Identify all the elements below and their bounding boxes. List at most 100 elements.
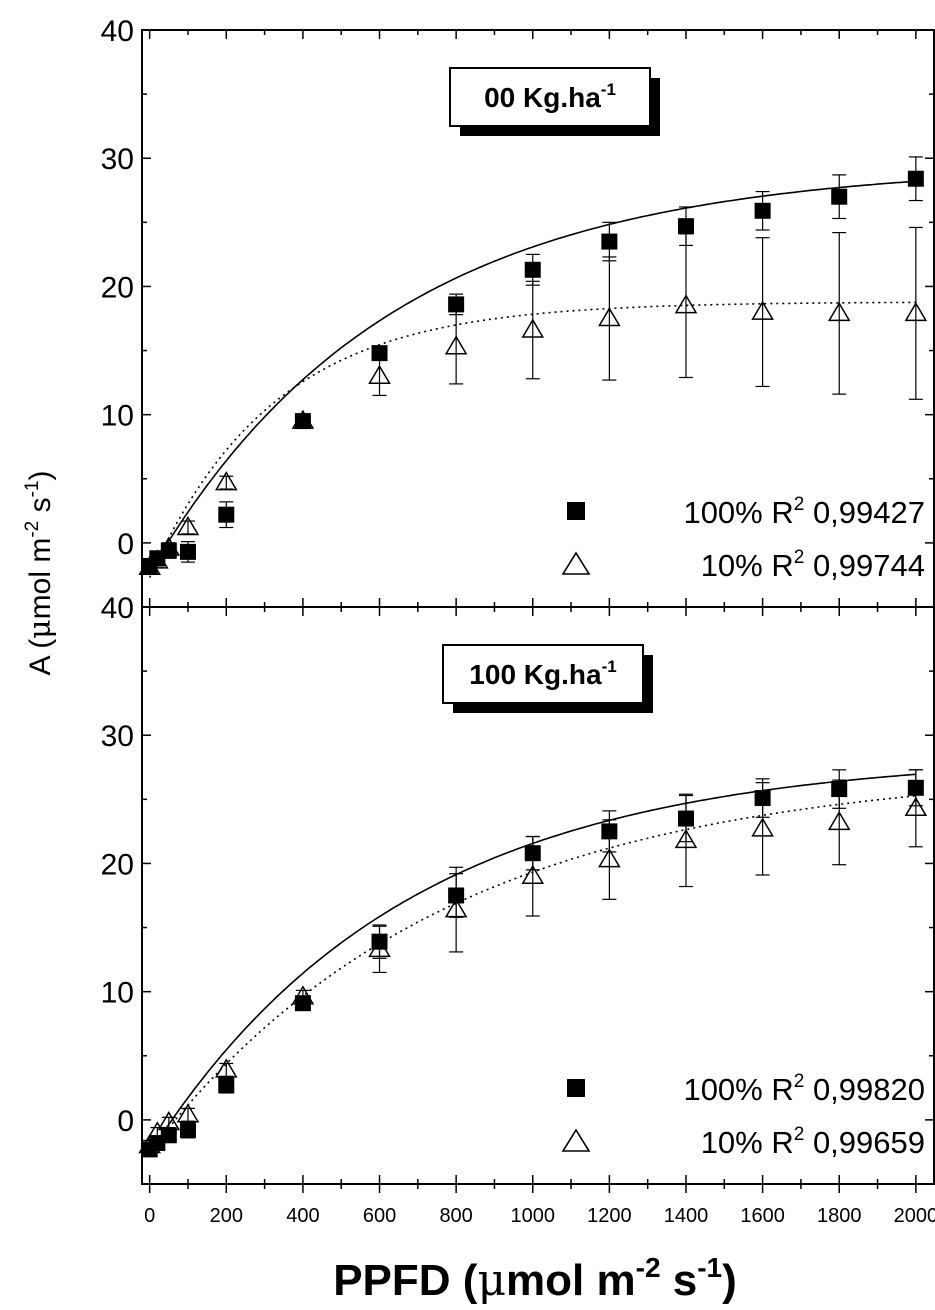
data-point (674, 294, 698, 314)
y-tick-label: 20 (101, 848, 134, 881)
series-shade (138, 769, 928, 1154)
legend-entry: 100% R2 0,99427 (683, 494, 925, 530)
y-tick-label: 0 (117, 528, 134, 561)
y-axis-label-prefix: A ( (24, 639, 57, 676)
fit-curve-full-light (149, 773, 916, 1154)
panel-label-box (449, 67, 651, 127)
legend-r2-value: 0,99427 (804, 495, 925, 530)
y-tick-label: 30 (101, 720, 134, 753)
data-point (601, 233, 618, 250)
data-point (176, 516, 200, 536)
panel-label-text: 00 Kg.ha (484, 82, 601, 113)
data-point (157, 536, 181, 556)
legend-r2-label: R (771, 1072, 793, 1107)
data-point (831, 188, 848, 205)
data-point (904, 796, 928, 817)
x-tick-label: 0 (144, 1205, 155, 1227)
data-point (827, 301, 851, 322)
y-axis-label-mid: mol m (24, 538, 57, 620)
x-tick-label: 1400 (664, 1205, 709, 1227)
data-point (214, 1058, 238, 1078)
data-point (146, 549, 169, 569)
y-axis-label-mu: μ (23, 619, 58, 639)
legend-r2-sup: 2 (794, 1124, 805, 1145)
data-point (904, 301, 928, 322)
data-point (521, 318, 545, 338)
y-axis-label-suffix: ) (24, 470, 57, 480)
x-tick-label: 800 (439, 1205, 472, 1227)
panel-label-sup: -1 (602, 657, 617, 676)
x-tick-label: 1600 (740, 1205, 785, 1227)
panel-label: 00 Kg.ha-1 (484, 80, 616, 113)
legend-marker-square (567, 502, 585, 520)
data-point (368, 364, 391, 384)
data-point (674, 828, 698, 849)
panel-label: 100 Kg.ha-1 (469, 657, 616, 690)
legend-series-name: 100% (683, 1072, 771, 1107)
legend-marker-triangle (561, 551, 591, 575)
data-point (827, 810, 851, 831)
legend-r2-value: 0,99744 (804, 548, 925, 583)
legend-series-name: 10% (701, 1125, 772, 1160)
data-point (751, 817, 774, 837)
legend-r2-value: 0,99820 (804, 1072, 925, 1107)
x-tick-label: 400 (286, 1205, 319, 1227)
data-point (368, 937, 391, 958)
y-tick-label: 40 (101, 15, 134, 48)
legend-r2-value: 0,99659 (804, 1125, 925, 1160)
data-point (448, 296, 465, 313)
data-point (157, 1110, 181, 1131)
legend-r2-sup: 2 (794, 547, 805, 568)
legend-series-name: 100% (683, 495, 771, 530)
y-tick-label: 0 (117, 1105, 134, 1138)
data-point (146, 1121, 169, 1141)
legend-r2-sup: 2 (794, 1071, 805, 1092)
panel-label-text: 100 Kg.ha (469, 659, 602, 690)
data-point (907, 170, 924, 187)
legend-series-name: 10% (701, 548, 772, 583)
panel-label-box (442, 644, 644, 704)
data-point (176, 1103, 200, 1123)
data-point (751, 300, 774, 320)
data-point (179, 1122, 196, 1139)
legend-entry: 100% R2 0,99820 (683, 1071, 925, 1107)
y-tick-label: 30 (101, 143, 134, 176)
y-axis-label-sup1: -2 (22, 521, 43, 538)
x-tick-label: 600 (363, 1205, 396, 1227)
y-tick-label: 10 (101, 400, 134, 433)
y-axis-label-sup2: -1 (22, 480, 43, 497)
data-point (138, 1134, 161, 1154)
data-point (598, 848, 621, 868)
data-point (677, 218, 694, 235)
legend-r2-label: R (771, 1125, 793, 1160)
x-axis-label-mid: mol m (506, 1256, 636, 1305)
data-point (218, 506, 235, 523)
legend-marker-triangle (561, 1128, 591, 1152)
x-axis-label-mid2: s (661, 1256, 698, 1305)
x-axis-label: PPFD (μmol m-2 s-1) (333, 1252, 737, 1306)
x-axis-label-mu: μ (477, 1255, 506, 1306)
data-point (218, 1077, 235, 1094)
x-tick-label: 1200 (587, 1205, 632, 1227)
data-point (291, 985, 315, 1005)
fit-curve-full-light (149, 180, 916, 573)
x-axis-label-sup1: -2 (636, 1252, 661, 1283)
legend-r2-label: R (771, 495, 793, 530)
y-tick-label: 10 (101, 977, 134, 1010)
legend-entry: 10% R2 0,99744 (701, 547, 925, 583)
legend-r2-label: R (771, 548, 793, 583)
data-point (444, 898, 468, 918)
legend-marker-square (567, 1079, 585, 1097)
series-shade (138, 226, 928, 576)
x-tick-label: 2000 (894, 1205, 935, 1227)
data-point (214, 471, 238, 491)
legend-r2-sup: 2 (794, 494, 805, 515)
data-point (179, 543, 196, 560)
x-axis-label-prefix: PPFD ( (333, 1256, 478, 1305)
data-point (444, 335, 468, 355)
y-axis-label-mid2: s (24, 497, 57, 520)
x-axis-label-suffix: ) (722, 1256, 737, 1305)
plot-frame (141, 606, 935, 1185)
